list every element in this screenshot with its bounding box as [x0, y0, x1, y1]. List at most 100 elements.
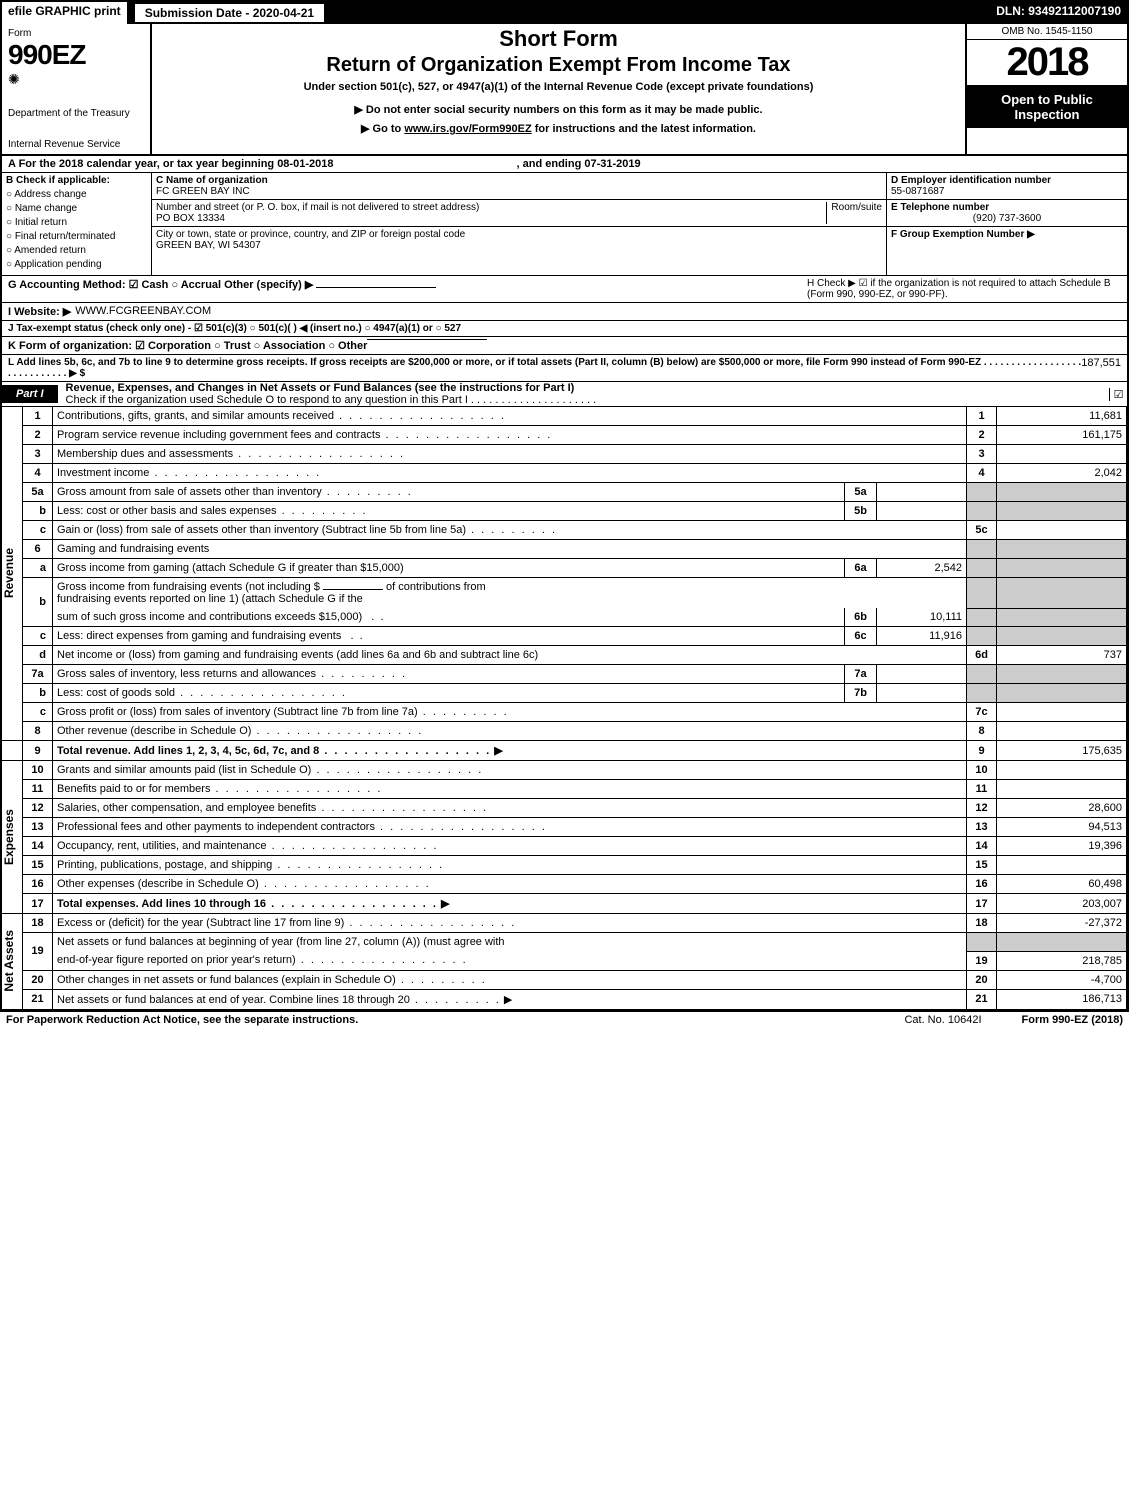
r7b-desc: Less: cost of goods sold	[57, 687, 175, 699]
r7b-shadeval	[997, 684, 1127, 703]
r5b-boxval	[877, 502, 967, 521]
accounting-method: G Accounting Method: ☑ Cash ○ Accrual Ot…	[8, 278, 801, 291]
r6c-shade	[967, 627, 997, 646]
h-check: H Check ▶ ☑ if the organization is not r…	[801, 278, 1121, 300]
r20-num: 20	[23, 970, 53, 989]
r4-val: 2,042	[997, 464, 1127, 483]
row-9: 9 Total revenue. Add lines 1, 2, 3, 4, 5…	[2, 741, 1127, 761]
row-18: Net Assets 18 Excess or (deficit) for th…	[2, 914, 1127, 933]
r9-col: 9	[967, 741, 997, 761]
r5c-val	[997, 521, 1127, 540]
r13-num: 13	[23, 818, 53, 837]
r5b-shadeval	[997, 502, 1127, 521]
part1-checkbox[interactable]: ☑	[1109, 388, 1127, 401]
r5b-desc: Less: cost or other basis and sales expe…	[57, 505, 277, 517]
instructions-link-line: ▶ Go to www.irs.gov/Form990EZ for instru…	[160, 122, 957, 135]
row-i-website: I Website: ▶ WWW.FCGREENBAY.COM	[2, 303, 1127, 321]
r20-val: -4,700	[997, 970, 1127, 989]
org-name-row: C Name of organization FC GREEN BAY INC	[152, 173, 886, 200]
other-specify-blank[interactable]	[316, 287, 436, 288]
r2-num: 2	[23, 426, 53, 445]
irs-link[interactable]: www.irs.gov/Form990EZ	[404, 123, 531, 135]
r9-desc: Total revenue. Add lines 1, 2, 3, 4, 5c,…	[57, 745, 319, 757]
short-form-title: Short Form	[160, 26, 957, 52]
top-bar: efile GRAPHIC print Submission Date - 20…	[2, 2, 1127, 24]
row-17: 17 Total expenses. Add lines 10 through …	[2, 894, 1127, 914]
r6-shadeval	[997, 540, 1127, 559]
r6b-box: 6b	[845, 608, 877, 627]
r12-num: 12	[23, 799, 53, 818]
check-final-return[interactable]: ○ Final return/terminated	[6, 231, 147, 242]
department-label: Department of the Treasury	[8, 108, 144, 119]
check-name-change[interactable]: ○ Name change	[6, 203, 147, 214]
netassets-vlabel: Net Assets	[2, 930, 22, 992]
note2-pre: ▶ Go to	[361, 123, 404, 135]
row-15: 15 Printing, publications, postage, and …	[2, 856, 1127, 875]
r7c-num: c	[23, 703, 53, 722]
r7a-box: 7a	[845, 665, 877, 684]
r16-val: 60,498	[997, 875, 1127, 894]
part1-title-text: Revenue, Expenses, and Changes in Net As…	[66, 382, 575, 394]
row-k-org-form: K Form of organization: ☑ Corporation ○ …	[2, 337, 1127, 355]
r7a-num: 7a	[23, 665, 53, 684]
row-12: 12 Salaries, other compensation, and emp…	[2, 799, 1127, 818]
r13-desc: Professional fees and other payments to …	[57, 821, 375, 833]
section-a-ending: , and ending 07-31-2019	[517, 158, 641, 170]
g-text: G Accounting Method: ☑ Cash ○ Accrual Ot…	[8, 279, 313, 291]
r3-num: 3	[23, 445, 53, 464]
r19-num: 19	[23, 933, 53, 971]
r2-col: 2	[967, 426, 997, 445]
row-3: 3 Membership dues and assessments 3	[2, 445, 1127, 464]
row-19a: 19 Net assets or fund balances at beginn…	[2, 933, 1127, 952]
r5a-desc: Gross amount from sale of assets other t…	[57, 486, 322, 498]
r7c-val	[997, 703, 1127, 722]
r16-col: 16	[967, 875, 997, 894]
cat-number: Cat. No. 10642I	[904, 1014, 981, 1026]
omb-number: OMB No. 1545-1150	[967, 24, 1127, 40]
r5a-shadeval	[997, 483, 1127, 502]
row-1: Revenue 1 Contributions, gifts, grants, …	[2, 407, 1127, 426]
form-990ez-document: efile GRAPHIC print Submission Date - 20…	[0, 0, 1129, 1012]
r6d-val: 737	[997, 646, 1127, 665]
r14-col: 14	[967, 837, 997, 856]
header-left: Form 990EZ ✺ Department of the Treasury …	[2, 24, 152, 154]
row-13: 13 Professional fees and other payments …	[2, 818, 1127, 837]
r6b-blank[interactable]	[323, 589, 383, 590]
r17-desc: Total expenses. Add lines 10 through 16	[57, 898, 266, 910]
row-7a: 7a Gross sales of inventory, less return…	[2, 665, 1127, 684]
r6a-desc: Gross income from gaming (attach Schedul…	[53, 559, 845, 578]
r12-val: 28,600	[997, 799, 1127, 818]
r15-desc: Printing, publications, postage, and shi…	[57, 859, 272, 871]
r1-num: 1	[23, 407, 53, 426]
column-c: C Name of organization FC GREEN BAY INC …	[152, 173, 887, 275]
form-header: Form 990EZ ✺ Department of the Treasury …	[2, 24, 1127, 156]
r8-col: 8	[967, 722, 997, 741]
k-other-blank[interactable]	[367, 339, 487, 340]
r21-col: 21	[967, 989, 997, 1009]
check-address-change[interactable]: ○ Address change	[6, 189, 147, 200]
row-6b2: sum of such gross income and contributio…	[2, 608, 1127, 627]
treasury-seal-icon: ✺	[8, 71, 144, 88]
r6b-boxval: 10,111	[877, 608, 967, 627]
part1-sub-text: Check if the organization used Schedule …	[66, 394, 597, 406]
r5a-box: 5a	[845, 483, 877, 502]
r17-num: 17	[23, 894, 53, 914]
check-initial-return[interactable]: ○ Initial return	[6, 217, 147, 228]
r6c-boxval: 11,916	[877, 627, 967, 646]
org-city-value: GREEN BAY, WI 54307	[156, 240, 882, 251]
r18-col: 18	[967, 914, 997, 933]
check-application-pending[interactable]: ○ Application pending	[6, 259, 147, 270]
row-21: 21 Net assets or fund balances at end of…	[2, 989, 1127, 1009]
r8-desc: Other revenue (describe in Schedule O)	[57, 725, 251, 737]
row-11: 11 Benefits paid to or for members 11	[2, 780, 1127, 799]
dln-label: DLN: 93492112007190	[990, 2, 1127, 24]
check-amended-return[interactable]: ○ Amended return	[6, 245, 147, 256]
note2-post: for instructions and the latest informat…	[532, 123, 756, 135]
r3-val	[997, 445, 1127, 464]
r6c-box: 6c	[845, 627, 877, 646]
row-7c: c Gross profit or (loss) from sales of i…	[2, 703, 1127, 722]
main-title: Return of Organization Exempt From Incom…	[160, 54, 957, 77]
footer-form-number: Form 990-EZ (2018)	[1022, 1014, 1123, 1026]
r12-desc: Salaries, other compensation, and employ…	[57, 802, 316, 814]
r6c-shadeval	[997, 627, 1127, 646]
